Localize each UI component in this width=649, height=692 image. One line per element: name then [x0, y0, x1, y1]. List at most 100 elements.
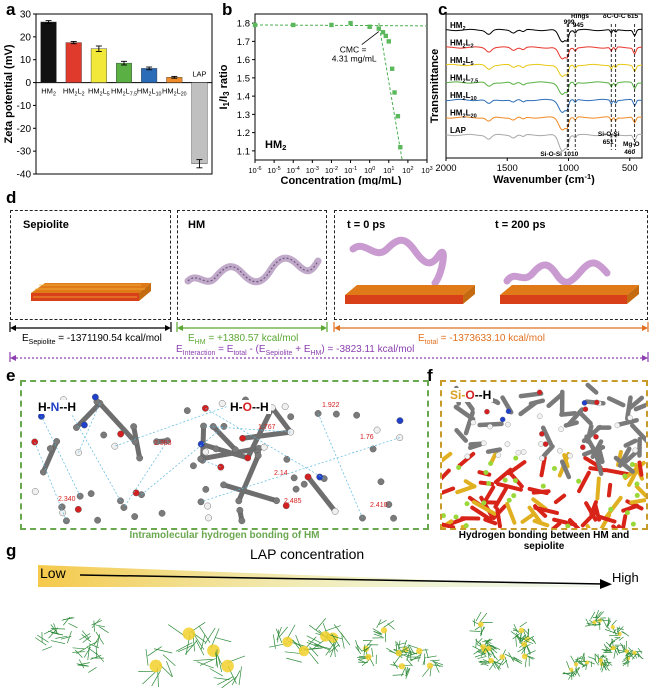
sepiolite-bond	[442, 468, 451, 481]
polymer-strand	[333, 624, 345, 638]
hm-atom	[480, 440, 487, 447]
polymer-strand	[622, 661, 630, 665]
lap-particle	[320, 631, 331, 642]
polymer-strand	[514, 657, 523, 663]
polymer-strand	[279, 626, 288, 637]
polymer-strand	[378, 620, 387, 625]
sepiolite-bond	[580, 508, 599, 528]
annotation-si-o-si: Si-O-Si	[598, 131, 620, 138]
polymer-strand	[95, 652, 105, 662]
data-point	[348, 20, 353, 26]
molecule-atom	[131, 438, 139, 446]
hm-molecule-render	[31, 393, 404, 525]
annotation-si-o-si-1010: Si-O-Si 1010	[540, 151, 578, 158]
polymer-strand	[272, 634, 276, 649]
mg-atom	[453, 514, 459, 520]
sepiolite-slab-illustration	[31, 283, 151, 301]
hbond-line	[200, 437, 400, 503]
molecule-atom	[202, 448, 209, 456]
hm-bond	[581, 445, 606, 457]
x-tick-label: 10-3	[306, 166, 319, 175]
molecule-atom	[202, 485, 210, 493]
molecule-atom	[231, 446, 239, 454]
polymer-strand	[50, 624, 59, 636]
panel-label-a: a	[6, 0, 16, 19]
spectrum-HM2L5	[445, 63, 643, 78]
molecule-atom	[201, 404, 209, 412]
polymer-strand	[476, 638, 483, 644]
polymer-strand	[636, 651, 643, 659]
bar-HM2L2	[65, 42, 82, 83]
sepiolite-bond	[550, 521, 562, 528]
mg-atom	[624, 510, 630, 516]
sepiolite-bond	[471, 500, 497, 516]
polymer-strand	[504, 657, 509, 669]
molecule-atom	[282, 502, 290, 510]
lap-particle	[488, 657, 494, 664]
hm-atom	[614, 422, 621, 429]
molecule-atom	[260, 443, 268, 451]
polymer-strand	[286, 657, 302, 663]
lap-particle	[592, 620, 597, 625]
polymer-strand	[524, 657, 527, 668]
molecule-atom	[377, 478, 385, 486]
y-tick-label: 1.5	[237, 73, 250, 84]
polymer-strand	[175, 642, 193, 652]
lap-particle	[573, 662, 579, 667]
hm-bond	[454, 427, 469, 443]
sepiolite-bond	[442, 522, 456, 528]
polymer-strand	[93, 620, 95, 632]
molecule-atom	[131, 513, 139, 520]
lap-particle	[617, 631, 622, 637]
lap-particle	[480, 644, 486, 650]
data-point	[291, 22, 296, 28]
polymer-strand	[72, 647, 86, 650]
e-hm-label: EHM = +1380.57 kcal/mol	[188, 333, 299, 346]
polymer-strand	[95, 624, 106, 628]
molecule-atom	[76, 492, 84, 500]
polymer-strand	[276, 626, 282, 641]
polymer-strand	[397, 640, 401, 650]
polymer-strand	[585, 623, 595, 627]
polymer-strand	[396, 641, 401, 652]
molecule-atom	[238, 517, 246, 525]
x-axis-label: Wavenumber (cm-1)	[493, 172, 595, 185]
molecule-atom	[197, 440, 205, 448]
polymer-strand	[479, 661, 490, 664]
annotation-rings: Rings	[571, 13, 589, 20]
hm-sepiolite-hbond-box: Si-O--H	[440, 380, 648, 530]
molecule-atom	[331, 507, 339, 515]
mg-atom	[506, 497, 512, 503]
polymer-strand	[482, 659, 490, 663]
polymer-strand	[221, 676, 238, 689]
molecule-atom	[204, 502, 212, 510]
mg-atom	[513, 455, 519, 461]
polymer-strand	[575, 657, 583, 661]
cmc-arrow	[361, 31, 380, 45]
mg-atom	[576, 478, 582, 484]
hbond-line	[78, 403, 101, 453]
panel-label-e: e	[6, 366, 16, 385]
polymer-strand	[48, 630, 59, 634]
polymer-strand	[519, 621, 528, 628]
lap-particle	[395, 649, 402, 657]
polymer-strand	[594, 658, 599, 666]
mg-atom	[464, 501, 470, 507]
lap-particle	[282, 636, 293, 648]
sepiolite-bond	[520, 511, 537, 524]
polymer-strand	[583, 652, 585, 662]
molecule-atom	[46, 445, 54, 452]
x-tick-label: 101	[383, 166, 394, 175]
polymer-strand	[91, 618, 101, 629]
polymer-strand	[631, 654, 637, 660]
polymer-strand	[618, 636, 624, 641]
polymer-strand	[417, 652, 422, 662]
molecule-atom	[287, 413, 295, 421]
polymer-strand	[215, 652, 219, 668]
polymer-strand	[204, 627, 216, 645]
hm-bond	[633, 402, 646, 412]
polymer-strand	[469, 630, 481, 632]
sepiolite-bond	[455, 484, 477, 495]
sepiolite-interface-render	[442, 382, 646, 528]
polymer-strand	[307, 640, 324, 648]
